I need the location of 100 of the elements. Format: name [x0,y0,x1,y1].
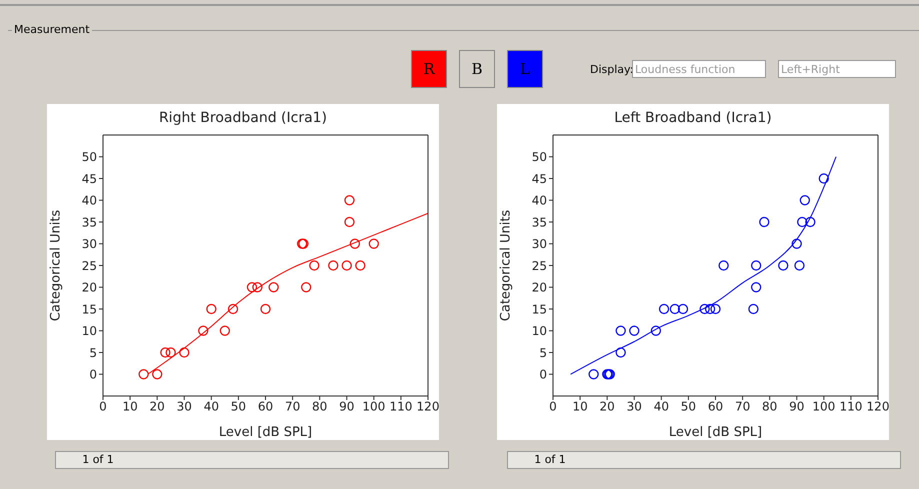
point [350,238,360,249]
toggle-button: R [411,50,447,88]
y-tick-label: 25 [532,258,547,273]
point [268,282,279,292]
point [179,347,190,358]
point [368,238,379,249]
point [704,304,716,314]
point [794,260,805,271]
point [658,304,670,314]
y-tick-label: 30 [82,237,97,252]
y-tick-label: 0 [539,368,547,382]
chart-title: Right Broadband (Icra1) [158,110,328,126]
x-tick-label: 120 [416,400,440,414]
y-tick-label: 40 [82,194,97,208]
point [710,304,721,314]
x-tick-label: 110 [839,400,862,414]
y-tick-label: 10 [82,324,97,338]
point [700,304,710,314]
y-tick-label: 45 [82,172,97,186]
x-tick-label: 40 [204,400,219,414]
point [342,260,352,271]
point [228,304,238,314]
x-tick-label: 30 [176,400,192,414]
x-tick-label: 20 [600,400,615,414]
point [138,369,149,380]
point [751,282,762,292]
point [166,347,176,358]
toggle-button: B [459,50,495,88]
y-tick-label: 35 [82,215,97,230]
y-tick-label: 20 [532,280,547,295]
x-tick-label: 0 [99,400,107,414]
point [629,326,640,336]
point [748,304,759,314]
x-tick-label: 0 [549,400,557,414]
x-tick-label: 10 [122,400,138,414]
point [805,216,816,228]
point [751,260,762,271]
x-tick-label: 60 [258,400,274,414]
point [301,282,312,292]
point [759,216,770,228]
point [309,260,320,271]
point [206,304,216,314]
point [220,326,230,336]
y-tick-label: 20 [82,280,97,295]
x-tick-label: 70 [734,400,750,414]
dropdown: Loudness function [632,60,766,78]
x-tick-label: 60 [708,400,724,414]
y-tick-label: 25 [82,258,97,273]
point [818,173,829,184]
y-axis-title: Categorical Units [48,210,64,322]
x-axis-title: Level [dB SPL] [668,425,762,440]
point [616,326,626,336]
scrollbar: 1 of 1 [507,451,901,469]
point [160,347,170,358]
y-tick-label: 50 [82,150,97,164]
point [198,326,208,336]
dropdown: Left+Right [778,60,896,78]
x-tick-label: 120 [866,400,890,414]
y-tick-label: 5 [539,346,547,360]
y-tick-label: 35 [532,215,547,230]
scrollbar: 1 of 1 [55,451,449,469]
x-tick-label: 90 [789,400,804,414]
y-tick-label: 5 [89,346,97,360]
x-tick-label: 110 [389,400,412,414]
point [152,369,162,380]
x-tick-label: 10 [572,400,588,414]
point [355,260,366,271]
point [260,304,271,314]
chart-title: Left Broadband (Icra1) [613,110,773,126]
y-tick-label: 15 [532,302,547,316]
point [252,282,262,292]
point [792,238,802,249]
point [778,260,788,271]
point [588,369,599,380]
x-tick-label: 70 [284,400,300,414]
x-tick-label: 50 [680,400,696,414]
point [246,282,258,292]
x-tick-label: 100 [362,400,386,414]
point [718,260,729,271]
text: Display: [590,63,634,76]
toggle-button: L [507,50,543,88]
y-axis-title: Categorical Units [498,210,514,322]
point [616,347,626,358]
y-tick-label: 30 [532,237,547,252]
point [650,326,662,336]
y-tick-label: 0 [89,368,97,382]
x-tick-label: 100 [812,400,836,414]
y-tick-label: 40 [532,194,547,208]
point [344,195,355,206]
x-tick-label: 80 [312,400,328,414]
point [678,304,688,314]
x-tick-label: 90 [339,400,354,414]
point [344,216,355,228]
point [670,304,680,314]
x-tick-label: 40 [654,400,669,414]
y-tick-label: 15 [82,302,97,316]
x-tick-label: 30 [626,400,642,414]
text: Measurement [12,23,92,36]
y-tick-label: 50 [532,150,547,164]
line-series [570,156,837,375]
